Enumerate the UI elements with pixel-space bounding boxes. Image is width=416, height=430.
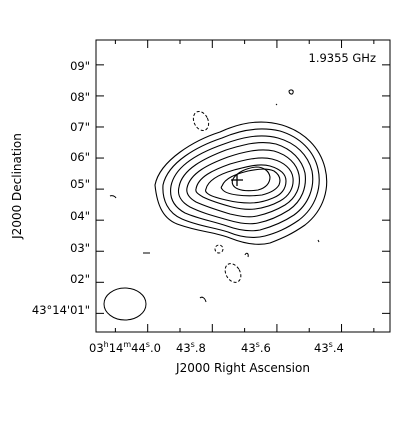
plot-frame: [95, 39, 391, 333]
contour-level-1: [154, 121, 328, 245]
contour-level-3: [170, 135, 314, 232]
negative-contour: [214, 244, 224, 254]
x-tick-label-first: 03h14m44s.0: [89, 340, 161, 355]
y-tick-label: 06": [70, 150, 90, 164]
y-tick-label: 05": [70, 177, 90, 191]
peak-marker: [231, 174, 243, 186]
y-tick-label: 43°14'01": [32, 303, 90, 317]
x-tick-label: 43s.4: [314, 340, 344, 355]
x-tick-label: 43s.6: [241, 340, 271, 355]
contour-level-9: [231, 166, 271, 192]
axis-ticks: [96, 40, 390, 332]
contour-level-2: [162, 128, 320, 238]
negative-contour: [192, 110, 210, 132]
y-tick-label: 04": [70, 209, 90, 223]
contour-level-4: [177, 141, 306, 225]
y-tick-label: 07": [70, 120, 90, 134]
y-tick-labels: 43°14'01" 02" 03" 04" 05" 06" 07" 08" 09…: [32, 59, 90, 317]
y-tick-label: 03": [70, 241, 90, 255]
y-tick-label: 02": [70, 272, 90, 286]
y-tick-label: 09": [70, 59, 90, 73]
y-tick-label: 08": [70, 90, 90, 104]
frequency-label: 1.9355 GHz: [309, 51, 377, 65]
contour-level-5: [186, 149, 300, 218]
x-axis-title: J2000 Right Ascension: [175, 361, 310, 375]
source-contours: [154, 121, 328, 245]
contour-level-6: [195, 157, 294, 210]
contour-level-7: [205, 164, 287, 204]
noise-contours: [109, 89, 320, 303]
negative-contours: [192, 110, 242, 283]
negative-contour: [224, 263, 242, 283]
x-tick-labels: 03h14m44s.0 43s.8 43s.6 43s.4: [89, 340, 344, 355]
y-axis-title: J2000 Declination: [10, 133, 24, 240]
beam-ellipse: [103, 287, 147, 321]
x-tick-label: 43s.8: [176, 340, 206, 355]
contour-level-8: [220, 168, 281, 197]
